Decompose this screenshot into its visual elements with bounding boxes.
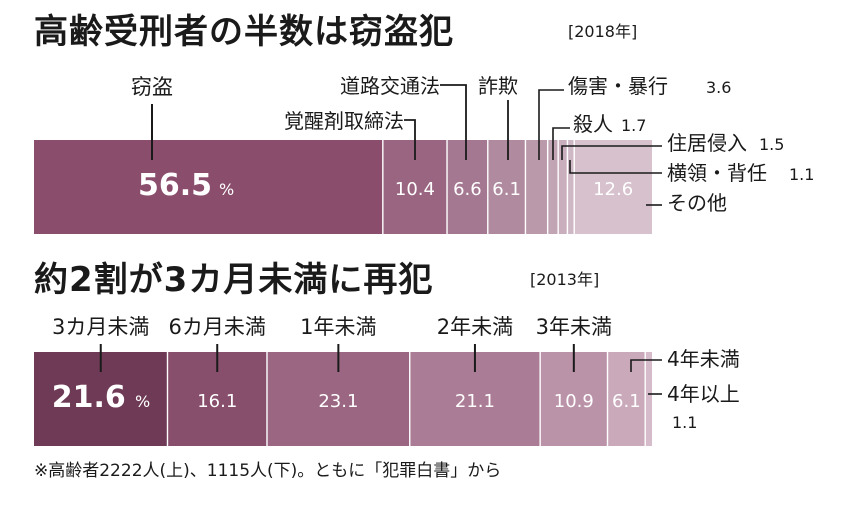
bar-segment — [574, 140, 652, 234]
category-label: 3年未満 — [536, 315, 612, 339]
source-footnote: ※高齢者2222人(上)、1115人(下)。ともに「犯罪白書」から — [34, 461, 502, 481]
data-label: 21.6 — [52, 380, 126, 415]
category-label: その他 — [667, 191, 727, 215]
data-label: 10.4 — [395, 179, 435, 200]
data-label: 23.1 — [318, 391, 358, 412]
data-label: 1.1 — [672, 413, 697, 432]
data-label: 1.1 — [789, 165, 814, 184]
data-label: 6.1 — [492, 179, 521, 200]
unit-label: % — [219, 180, 234, 199]
year-label-top: [2018年] — [568, 22, 638, 41]
data-label: 6.6 — [453, 179, 482, 200]
category-label: 6カ月未満 — [169, 315, 266, 339]
category-label: 道路交通法 — [340, 74, 440, 98]
bar-segment — [547, 140, 559, 234]
bar-segment — [607, 352, 646, 446]
category-label: 住居侵入 — [667, 131, 747, 155]
leader-line — [569, 160, 662, 174]
chart-title-bottom: 約2割が3カ月未満に再犯 — [34, 260, 434, 300]
category-label: 3カ月未満 — [52, 315, 149, 339]
data-label: 3.6 — [706, 78, 731, 97]
unit-label: % — [135, 392, 150, 411]
category-label: 詐欺 — [478, 74, 518, 98]
category-label: 1年未満 — [300, 315, 376, 339]
year-label-bottom: [2013年] — [530, 270, 600, 289]
category-label: 窃盗 — [131, 75, 173, 99]
bar-segment — [558, 140, 568, 234]
category-label: 2年未満 — [437, 315, 513, 339]
data-label: 1.7 — [621, 116, 646, 135]
leader-line — [440, 84, 467, 160]
bar-segment — [447, 140, 488, 234]
category-label: 横領・背任 — [667, 161, 767, 185]
leader-line — [561, 145, 662, 160]
leader-line — [404, 119, 416, 160]
data-label: 6.1 — [612, 391, 641, 412]
data-label: 12.6 — [593, 179, 633, 200]
bar-segment — [525, 140, 548, 234]
bar-segment — [567, 140, 575, 234]
data-label: 21.1 — [455, 391, 495, 412]
category-label: 4年未満 — [667, 347, 740, 371]
bar-segment — [645, 352, 652, 446]
category-label: 殺人 — [573, 112, 613, 136]
data-label: 56.5 — [138, 168, 212, 203]
data-label: 10.9 — [554, 391, 594, 412]
category-label: 傷害・暴行 — [568, 74, 668, 98]
category-label: 覚醒剤取締法 — [284, 109, 404, 133]
leader-line — [538, 89, 564, 160]
data-label: 1.5 — [759, 135, 784, 154]
bar-segment — [487, 140, 526, 234]
leader-line — [630, 359, 662, 372]
bar-segment — [34, 140, 383, 234]
data-label: 16.1 — [197, 391, 237, 412]
category-label: 4年以上 — [667, 382, 740, 406]
chart-title-top: 高齢受刑者の半数は窃盗犯 — [34, 12, 454, 52]
leader-line — [552, 127, 570, 160]
